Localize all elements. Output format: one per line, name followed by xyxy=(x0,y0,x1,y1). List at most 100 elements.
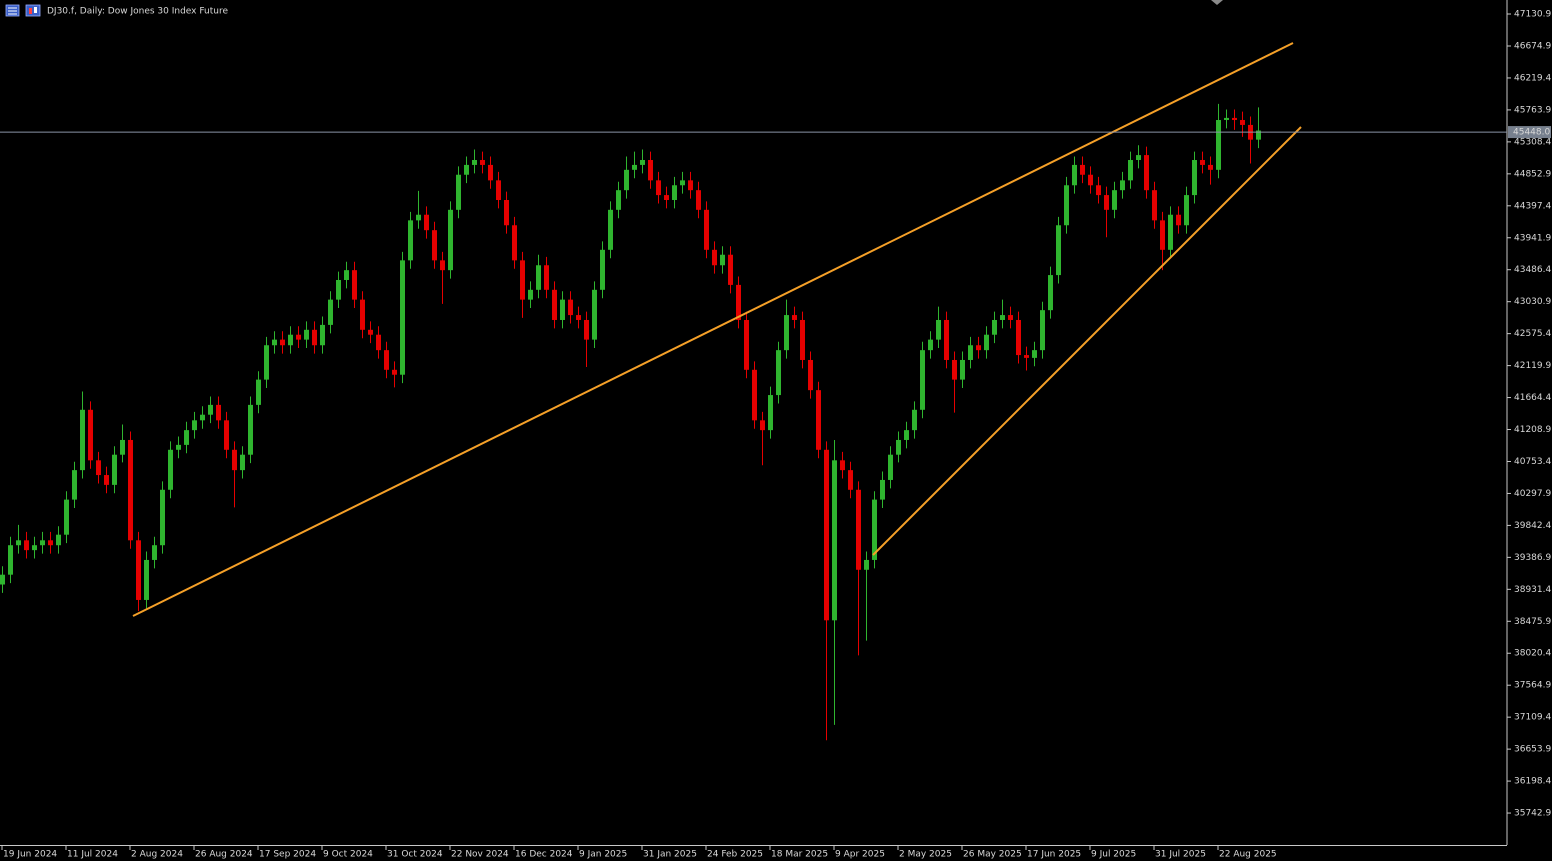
x-tick-label: 9 Jan 2025 xyxy=(579,850,627,860)
candle-body xyxy=(272,339,277,346)
candle-body xyxy=(128,439,133,541)
candle-body xyxy=(720,254,725,266)
candle-body xyxy=(936,319,941,340)
x-tick-label: 2 May 2025 xyxy=(899,850,952,860)
candle-body xyxy=(208,404,213,415)
candle-body xyxy=(760,420,765,431)
candle-body xyxy=(744,319,749,370)
candle-body xyxy=(1088,174,1093,186)
chart-icon-bar xyxy=(29,8,32,14)
x-tick-label: 22 Aug 2025 xyxy=(1219,850,1277,860)
candle-body xyxy=(1136,155,1141,161)
candle-body xyxy=(616,190,621,210)
candle-body xyxy=(320,324,325,346)
candle-body xyxy=(1064,185,1069,226)
candle-body xyxy=(672,185,677,201)
y-tick-label: 44397.4 xyxy=(1514,201,1551,211)
y-tick-label: 45763.9 xyxy=(1514,105,1551,115)
candle-body xyxy=(592,289,597,340)
candle-body xyxy=(648,160,653,181)
y-tick-label: 41208.9 xyxy=(1514,425,1551,435)
candle-body xyxy=(840,460,845,471)
candle-body xyxy=(256,379,261,405)
candle-body xyxy=(184,430,189,445)
x-tick-label: 16 Dec 2024 xyxy=(515,850,573,860)
candle-body xyxy=(792,315,797,320)
candle-body xyxy=(104,475,109,485)
candle-body xyxy=(664,195,669,201)
candle-body xyxy=(368,329,373,335)
x-tick-label: 9 Oct 2024 xyxy=(323,850,373,860)
trend-line[interactable] xyxy=(132,42,1294,617)
candle-body xyxy=(296,334,301,340)
candle-body xyxy=(808,359,813,391)
candle-body xyxy=(520,260,525,300)
last-price-label: 45448.0 xyxy=(1513,128,1550,138)
x-tick-label: 24 Feb 2025 xyxy=(707,850,763,860)
candle-body xyxy=(912,409,917,431)
candle-body xyxy=(200,414,205,421)
candle-body xyxy=(888,454,893,480)
candle-body xyxy=(992,319,997,335)
candle-body xyxy=(96,460,101,476)
candle-body xyxy=(1000,315,1005,320)
chart-icon[interactable] xyxy=(25,4,41,17)
x-tick-label: 17 Sep 2024 xyxy=(259,850,316,860)
y-tick-label: 42575.4 xyxy=(1514,329,1551,339)
candle-body xyxy=(504,200,509,226)
candle-body xyxy=(32,545,37,551)
candle-body xyxy=(872,499,877,560)
x-tick-label: 9 Apr 2025 xyxy=(835,850,885,860)
candle-body xyxy=(264,345,269,380)
candle-body xyxy=(136,540,141,600)
x-tick-label: 26 Aug 2024 xyxy=(195,850,253,860)
candle-body xyxy=(784,315,789,351)
candle-body xyxy=(904,430,909,440)
candle-body xyxy=(952,359,957,380)
candle-body xyxy=(1008,315,1013,320)
candle-body xyxy=(960,359,965,380)
candle-body xyxy=(488,164,493,181)
candle-body xyxy=(608,209,613,250)
candle-body xyxy=(576,315,581,320)
candle-body xyxy=(464,164,469,175)
candle-body xyxy=(712,249,717,266)
candle-body xyxy=(248,404,253,455)
candle-body xyxy=(448,209,453,271)
candle-body xyxy=(416,214,421,221)
last-price-box xyxy=(1508,126,1551,139)
x-tick-label: 18 Mar 2025 xyxy=(771,850,828,860)
candle-body xyxy=(512,225,517,261)
candle-body xyxy=(152,545,157,560)
candle-body xyxy=(680,180,685,186)
candle-body xyxy=(832,460,837,621)
candle-body xyxy=(8,545,13,575)
y-tick-label: 39386.9 xyxy=(1514,553,1551,563)
candle-body xyxy=(1032,350,1037,358)
candle-body xyxy=(1152,190,1157,221)
trend-line[interactable] xyxy=(872,126,1302,556)
y-tick-label: 43941.9 xyxy=(1514,233,1551,243)
candle-body xyxy=(144,559,149,600)
candle-body xyxy=(1112,190,1117,210)
y-tick-label: 41664.4 xyxy=(1514,393,1551,403)
candle-body xyxy=(240,454,245,471)
y-tick-label: 46674.9 xyxy=(1514,41,1551,51)
candle-body xyxy=(440,260,445,271)
candle-body xyxy=(24,540,29,551)
chart-icon-bar xyxy=(34,7,37,13)
candle-body xyxy=(928,339,933,351)
candle-body xyxy=(736,284,741,320)
y-tick-label: 42119.9 xyxy=(1514,361,1551,371)
y-tick-label: 46219.4 xyxy=(1514,73,1551,83)
candle-body xyxy=(360,299,365,330)
candle-body xyxy=(216,404,221,421)
candle-body xyxy=(920,350,925,410)
candle-body xyxy=(656,180,661,196)
candle-body xyxy=(1168,214,1173,250)
scroll-marker[interactable] xyxy=(1211,0,1223,5)
candles xyxy=(0,103,1261,741)
candle-body xyxy=(112,454,117,485)
